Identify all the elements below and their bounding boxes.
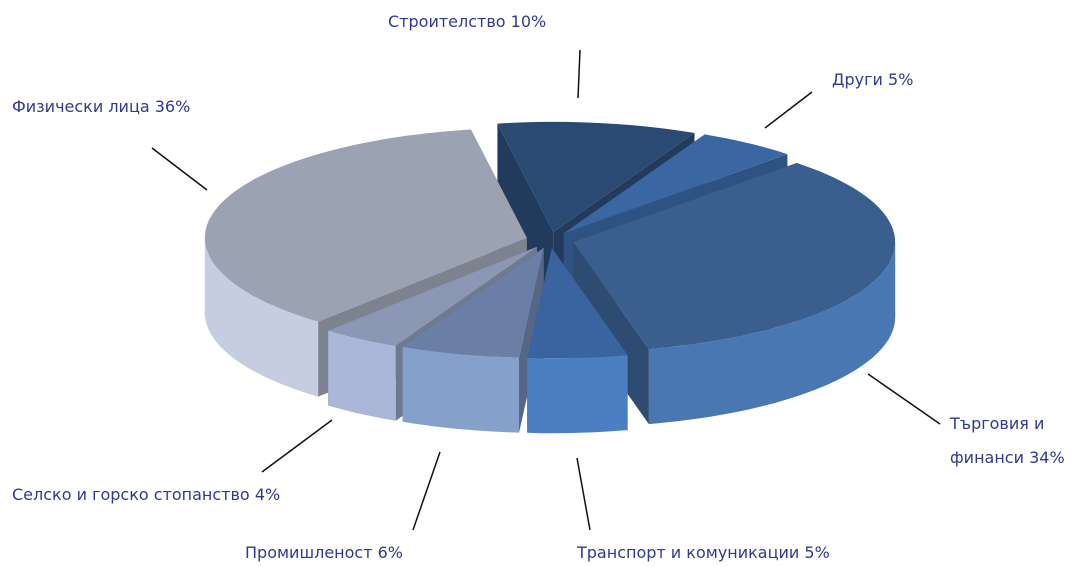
data-label: Търговия и финанси 34% bbox=[950, 407, 1080, 475]
leader-line bbox=[577, 49, 581, 99]
pie-slice bbox=[527, 248, 628, 434]
data-label: Строителство 10% bbox=[388, 5, 546, 39]
slice-top bbox=[402, 247, 544, 358]
leader-line bbox=[867, 373, 941, 425]
label-name: Физически лица bbox=[12, 97, 150, 116]
label-value: 6% bbox=[377, 543, 404, 562]
slice-outer-wall bbox=[328, 330, 396, 421]
slice-outer-wall bbox=[527, 355, 628, 434]
label-value: 34% bbox=[1029, 448, 1065, 467]
leader-line bbox=[151, 147, 208, 191]
data-label: Други 5% bbox=[832, 63, 913, 97]
label-value: 4% bbox=[254, 485, 281, 504]
slice-outer-wall bbox=[648, 242, 896, 425]
leader-line bbox=[576, 457, 591, 531]
slice-top bbox=[527, 248, 628, 359]
label-value: 10% bbox=[510, 12, 547, 31]
slice-top bbox=[563, 134, 788, 234]
leader-line bbox=[261, 419, 333, 473]
label-value: 5% bbox=[888, 70, 914, 89]
slice-outer-wall bbox=[402, 346, 519, 433]
slice-top bbox=[204, 129, 527, 322]
leader-lines bbox=[151, 49, 941, 531]
slice-outer-wall bbox=[204, 237, 319, 397]
label-value: 5% bbox=[804, 543, 830, 562]
data-label: Транспорт и комуникации 5% bbox=[577, 536, 830, 567]
pie-slice bbox=[402, 247, 544, 433]
label-name: Други bbox=[832, 70, 883, 89]
label-name: Промишленост bbox=[245, 543, 373, 562]
label-name: Селско и горско стопанство bbox=[12, 485, 250, 504]
data-label: Физически лица 36% bbox=[12, 90, 190, 124]
label-value: 36% bbox=[154, 97, 191, 116]
label-name: Строителство bbox=[388, 12, 506, 31]
data-label: Промишленост 6% bbox=[245, 536, 403, 567]
label-name: Търговия и финанси bbox=[950, 414, 1045, 467]
slice-top bbox=[573, 163, 896, 350]
pie-slice bbox=[573, 163, 896, 425]
slice-top bbox=[497, 121, 695, 232]
pie bbox=[204, 121, 896, 434]
leader-line bbox=[412, 451, 441, 531]
data-label: Селско и горско стопанство 4% bbox=[12, 478, 280, 512]
label-name: Транспорт и комуникации bbox=[577, 543, 800, 562]
leader-line bbox=[764, 91, 813, 129]
slice-top bbox=[328, 246, 537, 346]
